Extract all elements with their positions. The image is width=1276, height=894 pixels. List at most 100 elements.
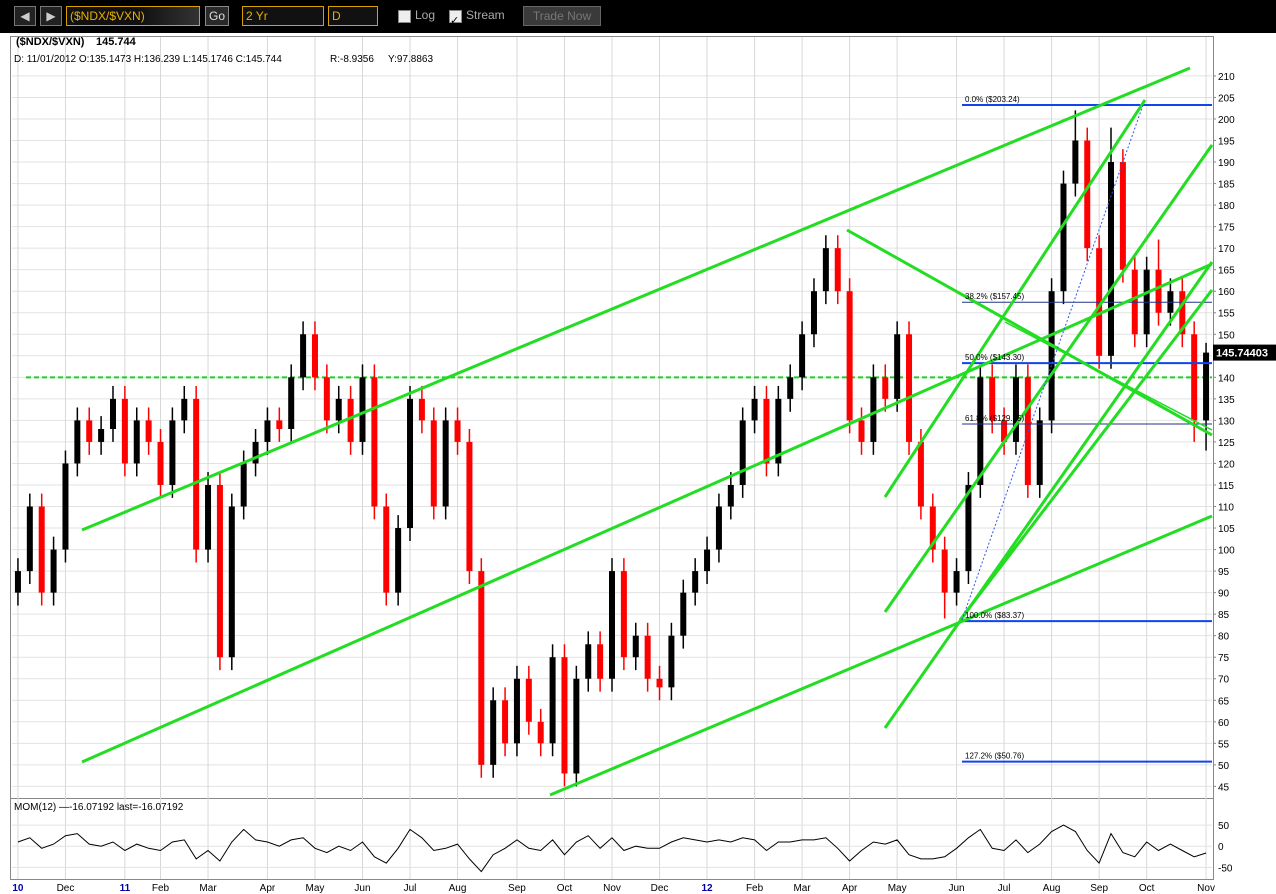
- candle-body: [549, 657, 556, 744]
- candle-body: [288, 377, 295, 429]
- candle-body: [894, 334, 901, 399]
- trade-button[interactable]: Trade Now: [523, 6, 601, 26]
- x-tick-label: Feb: [746, 883, 764, 894]
- candle-body: [193, 398, 200, 550]
- candle-body: [561, 657, 568, 774]
- x-tick-label: Oct: [1139, 883, 1155, 894]
- y-tick-label: 80: [1218, 632, 1230, 643]
- candle-body: [205, 484, 212, 550]
- candle-body: [121, 398, 128, 464]
- mom-legend: MOM(12) —-16.07192 last=-16.07192: [14, 802, 184, 813]
- check-mark: ✓: [450, 15, 460, 27]
- frequency-select[interactable]: D: [328, 6, 378, 26]
- candle-body: [216, 484, 223, 658]
- candle-body: [906, 334, 913, 442]
- candle-body: [1036, 420, 1043, 485]
- x-tick-label: 12: [701, 883, 713, 894]
- back-button[interactable]: ◀: [14, 6, 36, 26]
- candle-body: [264, 420, 271, 442]
- candle-body: [1191, 334, 1198, 421]
- candle-body: [1001, 420, 1008, 442]
- x-tick-label: May: [888, 883, 907, 894]
- symbol-input[interactable]: ($NDX/$VXN): [66, 6, 200, 26]
- stream-checkbox[interactable]: ✓: [449, 10, 462, 27]
- trend-line: [549, 514, 1213, 797]
- candle-body: [763, 398, 770, 464]
- candle-body: [1060, 183, 1067, 292]
- forward-button[interactable]: ▶: [40, 6, 62, 26]
- log-checkbox[interactable]: ✓: [398, 10, 411, 23]
- period-select[interactable]: 2 Yr: [242, 6, 324, 26]
- candle-body: [14, 571, 21, 593]
- x-tick-label: Jun: [948, 883, 964, 894]
- candle-body: [430, 420, 437, 507]
- candle-body: [454, 420, 461, 442]
- candle-body: [157, 441, 164, 485]
- candle-body: [834, 248, 841, 292]
- candle-body: [715, 506, 722, 550]
- candle-body: [704, 549, 711, 572]
- candle-body: [609, 571, 615, 679]
- candle-body: [775, 398, 782, 464]
- log-label: Log: [415, 8, 436, 22]
- y-info: Y:97.8863: [388, 54, 433, 65]
- candle-body: [965, 484, 972, 572]
- candle-body: [169, 420, 176, 485]
- candle-body: [300, 334, 307, 378]
- y-tick-label: 55: [1218, 739, 1230, 750]
- chart-title: ($NDX/$VXN): [16, 36, 85, 48]
- candle-body: [537, 721, 544, 744]
- fib-label: 127.2% ($50.76): [965, 752, 1024, 761]
- fib-label: 38.2% ($157.45): [965, 292, 1024, 301]
- candle-body: [276, 420, 283, 429]
- y-tick-label: 185: [1218, 180, 1235, 191]
- y-tick-label: 200: [1218, 115, 1235, 126]
- candle-body: [1203, 352, 1210, 421]
- candle-body: [490, 700, 497, 765]
- candle-body: [50, 549, 57, 593]
- candle-body: [383, 506, 390, 593]
- y-tick-label: 135: [1218, 395, 1235, 406]
- y-tick-label: 150: [1218, 330, 1235, 341]
- go-button[interactable]: Go: [205, 6, 229, 26]
- candle-body: [347, 398, 354, 442]
- current-value-box: [1213, 344, 1276, 361]
- candle-body: [252, 441, 259, 464]
- trend-line: [81, 262, 1213, 764]
- candle-body: [739, 420, 746, 485]
- candle-body: [418, 398, 425, 421]
- candle-body: [311, 334, 318, 378]
- x-tick-label: Jun: [354, 883, 370, 894]
- stream-label: Stream: [466, 8, 505, 22]
- y-tick-label: 50: [1218, 821, 1230, 832]
- x-tick-label: Jul: [998, 883, 1011, 894]
- y-tick-label: 45: [1218, 782, 1230, 793]
- candle-body: [1119, 162, 1126, 270]
- trend-line: [883, 99, 1147, 498]
- candle-body: [644, 635, 651, 679]
- candle-body: [1179, 291, 1186, 335]
- y-tick-label: 70: [1218, 675, 1230, 686]
- x-tick-label: Sep: [1090, 883, 1108, 894]
- fib-label: 100.0% ($83.37): [965, 611, 1024, 620]
- candle-body: [371, 377, 378, 507]
- y-tick-label: 65: [1218, 696, 1230, 707]
- chart: ($NDX/$VXN) 145.744 D: 11/01/2012 O:135.…: [0, 33, 1276, 894]
- candle-body: [478, 571, 485, 765]
- candle-body: [620, 571, 627, 658]
- x-tick-label: Dec: [651, 883, 669, 894]
- y-tick-label: 175: [1218, 223, 1235, 234]
- candle-body: [98, 429, 105, 442]
- candle-body: [680, 592, 687, 636]
- candle-body: [656, 678, 663, 688]
- candle-body: [109, 398, 116, 429]
- candle-body: [86, 420, 93, 442]
- candle-body: [1024, 377, 1031, 485]
- candle-body: [1072, 140, 1079, 184]
- trend-line: [846, 228, 1213, 437]
- candle-body: [751, 398, 758, 421]
- candle-body: [692, 571, 699, 593]
- candle-body: [941, 549, 948, 593]
- candle-body: [1084, 140, 1091, 249]
